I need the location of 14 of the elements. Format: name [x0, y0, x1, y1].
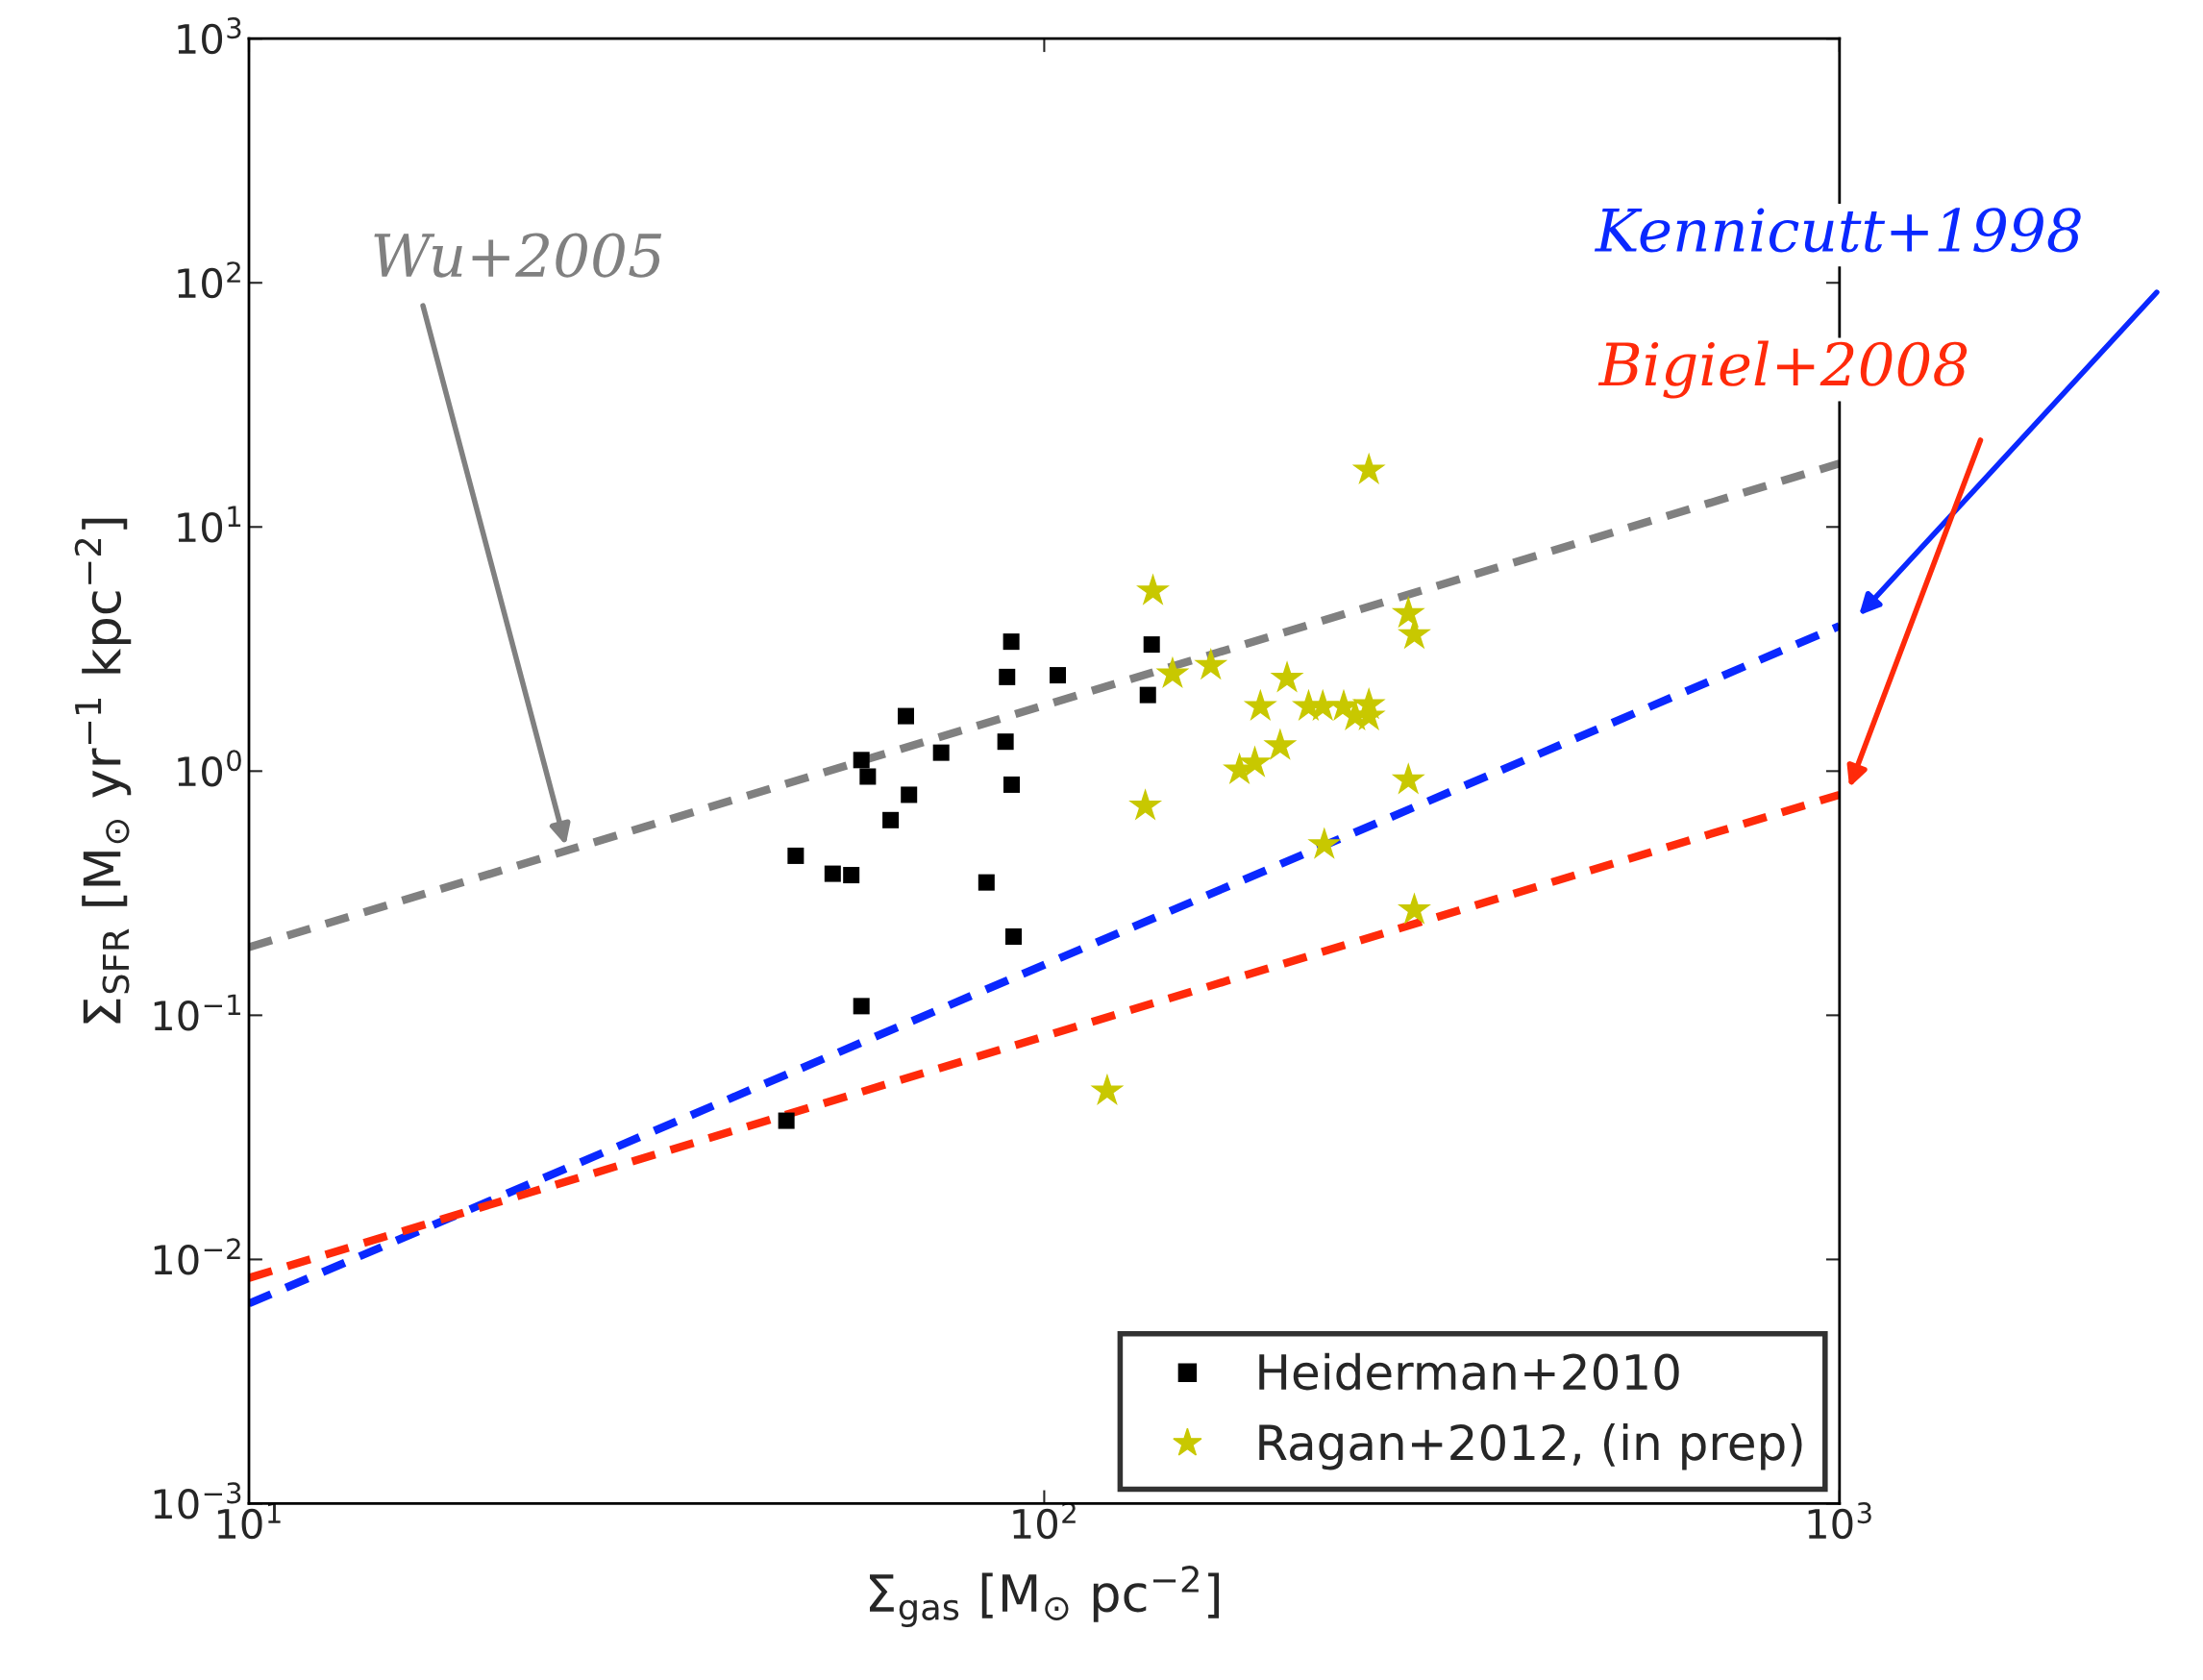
annotation: Bigiel+2008 — [1597, 340, 1968, 399]
legend-label: Heiderman+2010 — [1259, 1352, 1679, 1391]
y-tick-label: 10$^{−2}$ — [154, 1238, 240, 1275]
x-tick-label: 10$^{3}$ — [1808, 1502, 1871, 1540]
y-tick-label: 10$^{−1}$ — [154, 994, 240, 1031]
annotation: Kennicutt+1998 — [1594, 208, 2081, 253]
y-tick-label: 10$^{1}$ — [178, 506, 241, 543]
text: Σ$_{SFR}$ [M$_{⊙}$ yr$^{−1}$ kpc$^{−2}$] — [74, 518, 132, 1024]
y-tick-label: 10$^{3}$ — [178, 17, 241, 55]
y-tick-label: 10$^{0}$ — [178, 750, 241, 787]
legend-label: Ragan+2012, (in prep) — [1259, 1423, 1802, 1470]
annotation: Wu+2005 — [374, 233, 662, 278]
y-tick-label: 10$^{2}$ — [178, 261, 240, 299]
x-axis-title: Σ$_{gas}$ [M$_{⊙}$ pc$^{−2}$] — [870, 1566, 1220, 1628]
